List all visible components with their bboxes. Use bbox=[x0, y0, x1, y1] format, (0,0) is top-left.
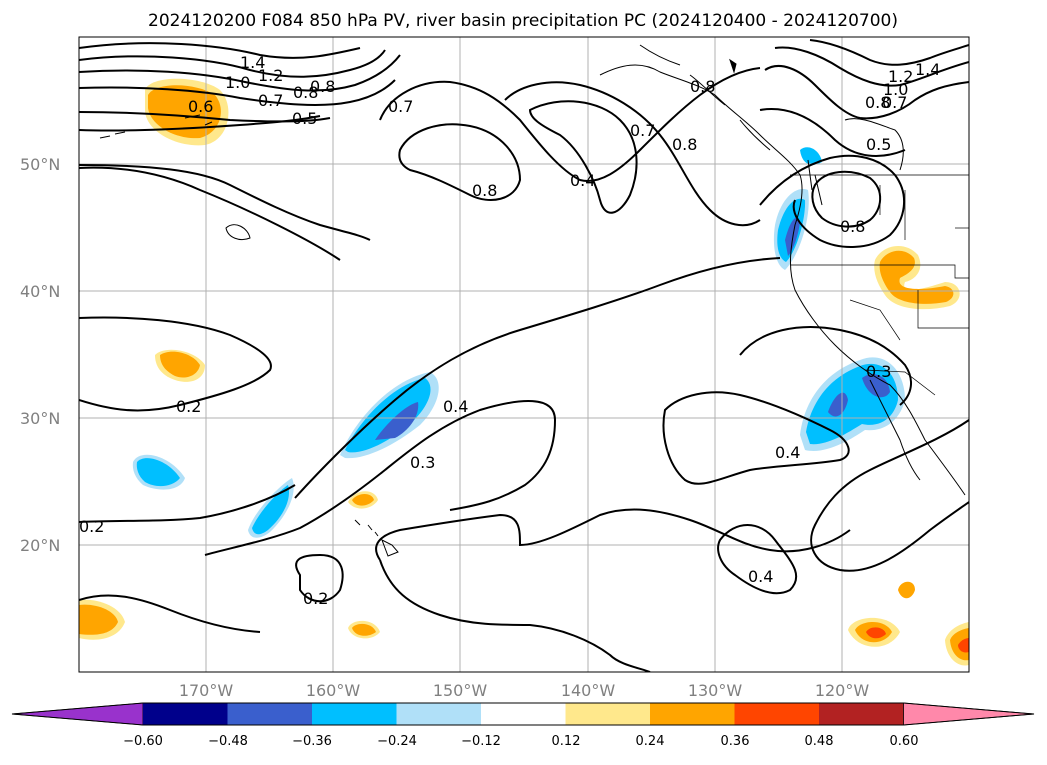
contour-label: 0.8 bbox=[672, 135, 697, 154]
lon-tick-label: 150°W bbox=[433, 681, 488, 700]
lat-tick-labels: 50°N 40°N 30°N 20°N bbox=[20, 155, 60, 555]
colorbar-tick: −0.12 bbox=[461, 734, 501, 749]
precip-negative-region bbox=[800, 147, 822, 165]
contour-label: 0.7 bbox=[388, 97, 413, 116]
contour-label: 0.7 bbox=[882, 93, 907, 112]
colorbar-ticks: −0.60 −0.48 −0.36 −0.24 −0.12 0.12 0.24 … bbox=[123, 734, 918, 749]
contour-label: 0.6 bbox=[188, 97, 213, 116]
colorbar-tick: −0.36 bbox=[292, 734, 332, 749]
colorbar-segment bbox=[312, 703, 397, 725]
precip-positive-region bbox=[352, 623, 376, 636]
contour-label: 0.4 bbox=[775, 443, 800, 462]
colorbar-segment bbox=[227, 703, 313, 725]
map-title: 2024120200 F084 850 hPa PV, river basin … bbox=[148, 11, 898, 31]
precip-negative-region bbox=[828, 392, 848, 417]
contour-label: 0.5 bbox=[292, 109, 317, 128]
precip-negative-region bbox=[345, 378, 431, 453]
precip-positive-region bbox=[958, 638, 969, 653]
colorbar-segment bbox=[143, 703, 228, 725]
contour-label: 0.8 bbox=[293, 83, 318, 102]
coastlines bbox=[99, 44, 966, 557]
contour-label: 0.7 bbox=[630, 121, 655, 140]
lon-tick-label: 160°W bbox=[306, 681, 361, 700]
lon-tick-label: 170°W bbox=[179, 681, 234, 700]
colorbar-segment bbox=[565, 703, 651, 725]
lat-tick-label: 50°N bbox=[20, 155, 60, 174]
contour-label: 0.4 bbox=[443, 397, 468, 416]
contour-labels: 1.4 1.2 1.0 0.8 0.8 0.7 0.6 0.5 0.7 0.8 … bbox=[79, 53, 940, 608]
colorbar-segment bbox=[481, 703, 566, 725]
colorbar-extend-high bbox=[903, 702, 1035, 726]
lon-tick-label: 120°W bbox=[815, 681, 870, 700]
lon-tick-label: 130°W bbox=[688, 681, 743, 700]
contour-label: 0.3 bbox=[410, 453, 435, 472]
lat-tick-label: 30°N bbox=[20, 409, 60, 428]
pv-contours bbox=[79, 39, 969, 672]
precip-negative-region bbox=[375, 402, 419, 440]
colorbar: −0.60 −0.48 −0.36 −0.24 −0.12 0.12 0.24 … bbox=[11, 702, 1035, 749]
contour-label: 0.8 bbox=[690, 77, 715, 96]
contour-label: 0.8 bbox=[865, 93, 890, 112]
contour-label: 0.5 bbox=[866, 135, 891, 154]
lat-tick-label: 20°N bbox=[20, 536, 60, 555]
precip-negative-region bbox=[252, 485, 290, 535]
contour-label: 1.4 bbox=[240, 53, 265, 72]
colorbar-tick: −0.24 bbox=[377, 734, 417, 749]
contour-label: 0.3 bbox=[866, 362, 891, 381]
precip-positive-region bbox=[898, 581, 915, 599]
contour-label: 0.7 bbox=[258, 91, 283, 110]
colorbar-tick: −0.48 bbox=[208, 734, 248, 749]
contour-label: 0.8 bbox=[310, 77, 335, 96]
precip-positive-region bbox=[866, 627, 886, 639]
precip-anomaly-shading bbox=[79, 78, 969, 666]
colorbar-segments bbox=[11, 702, 1035, 726]
precip-negative-region bbox=[136, 458, 180, 487]
contour-label: 0.2 bbox=[176, 397, 201, 416]
borders bbox=[790, 174, 969, 396]
precip-positive-region bbox=[148, 85, 221, 139]
lat-tick-label: 40°N bbox=[20, 282, 60, 301]
colorbar-segment bbox=[734, 703, 820, 725]
contour-label: 1.0 bbox=[883, 80, 908, 99]
contour-label: 0.4 bbox=[748, 567, 773, 586]
contour-label: 0.8 bbox=[840, 217, 865, 236]
contour-label: 1.2 bbox=[258, 66, 283, 85]
colorbar-tick: 0.60 bbox=[890, 734, 919, 749]
colorbar-extend-low bbox=[11, 702, 144, 726]
contour-label: 0.8 bbox=[472, 181, 497, 200]
contour-label: 0.2 bbox=[79, 517, 104, 536]
plot-area: 1.4 1.2 1.0 0.8 0.8 0.7 0.6 0.5 0.7 0.8 … bbox=[79, 37, 969, 672]
colorbar-tick: −0.60 bbox=[123, 734, 163, 749]
lon-tick-labels: 170°W 160°W 150°W 140°W 130°W 120°W bbox=[179, 681, 870, 700]
colorbar-tick: 0.24 bbox=[636, 734, 665, 749]
colorbar-tick: 0.12 bbox=[552, 734, 581, 749]
map-frame bbox=[78, 36, 970, 673]
contour-label: 1.0 bbox=[225, 73, 250, 92]
colorbar-tick: 0.48 bbox=[805, 734, 834, 749]
precip-positive-region bbox=[160, 351, 200, 378]
contour-label: 1.2 bbox=[888, 67, 913, 86]
colorbar-segment bbox=[650, 703, 735, 725]
colorbar-segment bbox=[819, 703, 904, 725]
contour-label: 0.4 bbox=[570, 171, 595, 190]
colorbar-tick: 0.36 bbox=[721, 734, 750, 749]
precip-positive-region bbox=[352, 494, 374, 506]
graticule bbox=[79, 37, 969, 672]
precip-negative-region bbox=[862, 374, 890, 398]
contour-label: 0.2 bbox=[303, 589, 328, 608]
lon-tick-label: 140°W bbox=[561, 681, 616, 700]
colorbar-outline bbox=[11, 702, 1035, 726]
precip-positive-region bbox=[79, 604, 118, 635]
contour-label: 1.4 bbox=[915, 60, 940, 79]
colorbar-segment bbox=[396, 703, 482, 725]
